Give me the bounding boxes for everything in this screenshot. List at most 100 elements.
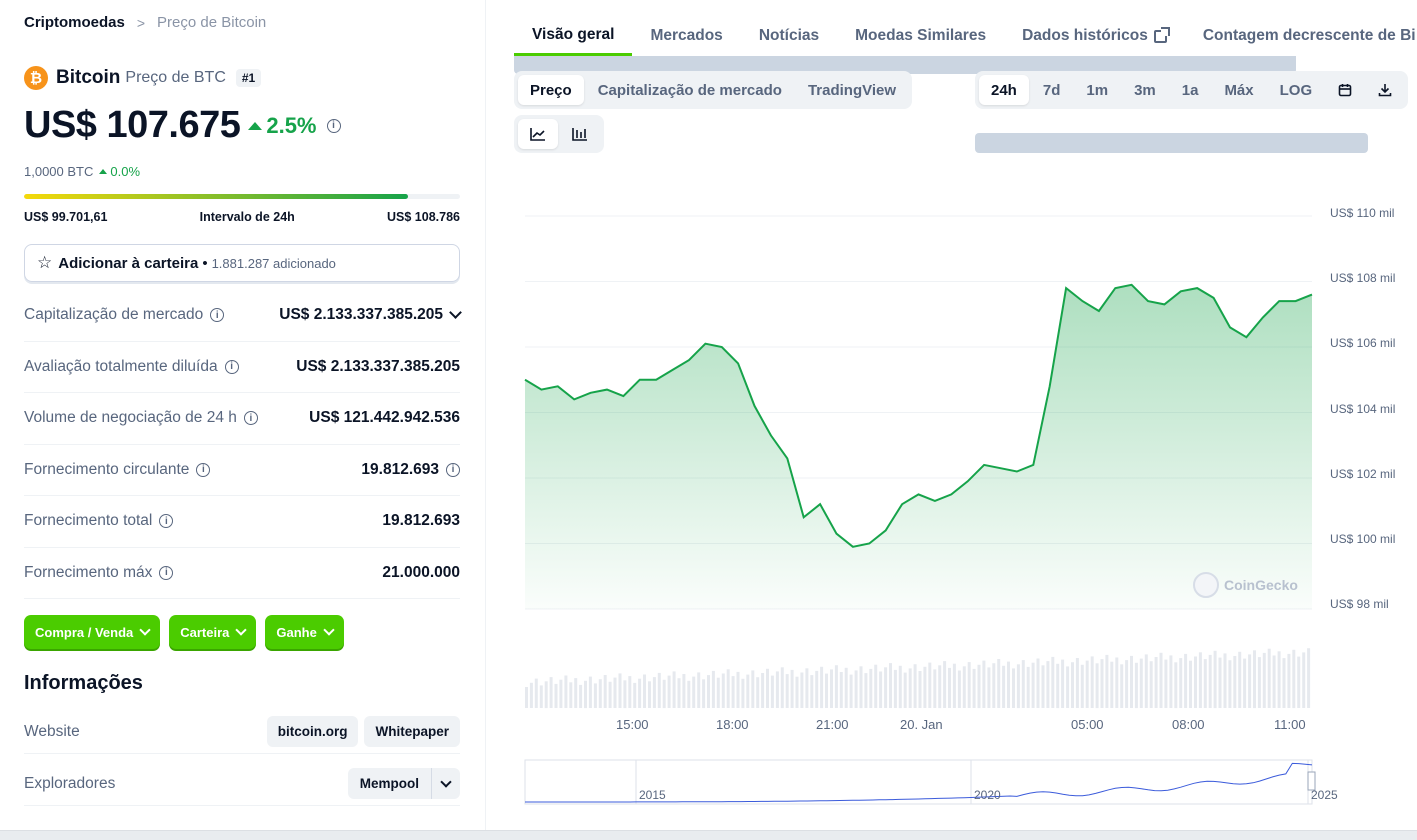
volume-bar [697, 672, 701, 708]
browser-bottom-bar [0, 830, 1417, 840]
caret-up-icon [99, 169, 108, 174]
info-icon[interactable]: i [159, 514, 174, 529]
range-24h[interactable]: 24h [979, 75, 1029, 105]
volume-bar [564, 675, 568, 708]
price-point [1179, 289, 1183, 293]
stat-value: 21.000.000 [382, 563, 460, 581]
price-point [998, 466, 1002, 470]
info-row-website: Website bitcoin.org Whitepaper [24, 710, 460, 754]
volume-bar [893, 669, 897, 708]
tab-overview[interactable]: Visão geral [514, 16, 633, 56]
chart-type-market-cap[interactable]: Capitalização de mercado [597, 81, 782, 99]
price-point [1031, 463, 1035, 467]
info-icon[interactable]: i [243, 411, 258, 426]
price-point [802, 515, 806, 519]
volume-bar [775, 671, 779, 708]
range-1m[interactable]: 1m [1086, 81, 1109, 99]
explorer-dropdown-toggle[interactable] [432, 775, 460, 788]
volume-bar [1012, 668, 1015, 708]
calendar-button[interactable] [1326, 75, 1364, 105]
volume-bar [967, 662, 971, 708]
tab-news[interactable]: Notícias [758, 27, 820, 44]
price-row: US$ 107.675 2.5% i [24, 104, 341, 147]
caret-up-icon [248, 121, 263, 130]
add-to-portfolio-button[interactable]: ☆ Adicionar à carteira • 1.881.287 adici… [24, 244, 460, 282]
volume-bar [588, 676, 592, 708]
range-1y[interactable]: 1a [1181, 81, 1199, 99]
volume-bar [648, 681, 651, 708]
chart-type-tradingview[interactable]: TradingView [807, 81, 897, 99]
y-axis-label: US$ 108 mil [1330, 271, 1396, 285]
price-chart[interactable]: US$ 110 mil US$ 108 mil US$ 106 mil US$ … [520, 200, 1417, 820]
volume-bar [1041, 665, 1045, 708]
volume-bar [529, 682, 533, 708]
volume-bar [1090, 656, 1094, 708]
price-point [703, 342, 707, 346]
volume-bar [608, 681, 612, 708]
range-max[interactable]: Máx [1224, 81, 1254, 99]
download-button[interactable] [1366, 75, 1404, 105]
volume-bar [1272, 655, 1276, 708]
volume-bar [1071, 662, 1074, 708]
volume-bar [667, 675, 671, 708]
y-axis-label: US$ 102 mil [1330, 467, 1396, 481]
price-point [1064, 286, 1068, 290]
chart-type-price[interactable]: Preço [518, 75, 584, 105]
chart-style-selector [514, 115, 604, 153]
price-point [1097, 309, 1101, 313]
info-icon[interactable]: i [210, 308, 225, 323]
earn-button[interactable]: Ganhe [265, 615, 344, 649]
btc-conversion: 1,0000 BTC 0.0% [24, 164, 140, 179]
whitepaper-link[interactable]: Whitepaper [364, 716, 460, 747]
wallet-button[interactable]: Carteira [169, 615, 257, 649]
info-icon[interactable]: i [326, 118, 341, 133]
info-icon[interactable]: i [446, 462, 460, 477]
volume-bar [1046, 661, 1050, 708]
price-point [884, 528, 888, 532]
info-icon[interactable]: i [224, 359, 239, 374]
loading-placeholder [975, 133, 1368, 153]
breadcrumb-root-link[interactable]: Criptomoedas [24, 14, 125, 31]
volume-bar [736, 671, 740, 708]
volume-bar [957, 670, 961, 708]
x-axis-label: 11:00 [1274, 717, 1306, 732]
tab-countdown[interactable]: Contagem decrescente de Bi [1202, 27, 1416, 44]
buy-sell-button[interactable]: Compra / Venda [24, 615, 161, 649]
stat-row-circulating-supply: Fornecimento circulante i 19.812.693 i [24, 445, 460, 496]
tab-historical-data-label: Dados históricos [1022, 27, 1148, 44]
candlestick-chart-button[interactable] [560, 119, 600, 149]
volume-bar [687, 680, 691, 708]
volume-bar [849, 674, 853, 708]
price-chart-svg[interactable] [520, 200, 1417, 820]
volume-bar [1061, 659, 1065, 708]
tab-markets[interactable]: Mercados [650, 27, 723, 44]
volume-bar [1021, 660, 1025, 708]
volume-bar [1125, 660, 1129, 708]
price-change-value: 2.5% [266, 112, 317, 138]
line-chart-icon [530, 128, 545, 141]
volume-bar [997, 659, 1001, 708]
price-point [1244, 335, 1248, 339]
range-3m[interactable]: 3m [1134, 81, 1156, 99]
volume-bar [756, 677, 760, 708]
volume-bar [761, 673, 765, 708]
line-chart-button[interactable] [518, 119, 558, 149]
tab-historical-data[interactable]: Dados históricos [1004, 16, 1185, 56]
explorer-link[interactable]: Mempool [359, 776, 419, 791]
coin-summary-panel: Criptomoedas > Preço de Bitcoin ₿ Bitcoi… [0, 0, 486, 830]
chevron-down-icon[interactable] [449, 306, 462, 320]
volume-bar [795, 676, 799, 708]
volume-bar [1287, 653, 1291, 708]
range-handle[interactable] [1307, 771, 1316, 791]
info-icon[interactable]: i [159, 565, 174, 580]
range-7d[interactable]: 7d [1042, 81, 1061, 99]
price-point [785, 456, 789, 460]
volume-bar [1134, 662, 1138, 709]
info-icon[interactable]: i [196, 462, 211, 477]
y-axis-label: US$ 106 mil [1330, 336, 1396, 350]
range-log[interactable]: LOG [1279, 81, 1313, 99]
website-link[interactable]: bitcoin.org [266, 716, 359, 747]
tab-similar-coins[interactable]: Moedas Similares [855, 27, 987, 44]
external-link-icon [1153, 26, 1170, 43]
price-point [1212, 296, 1216, 300]
